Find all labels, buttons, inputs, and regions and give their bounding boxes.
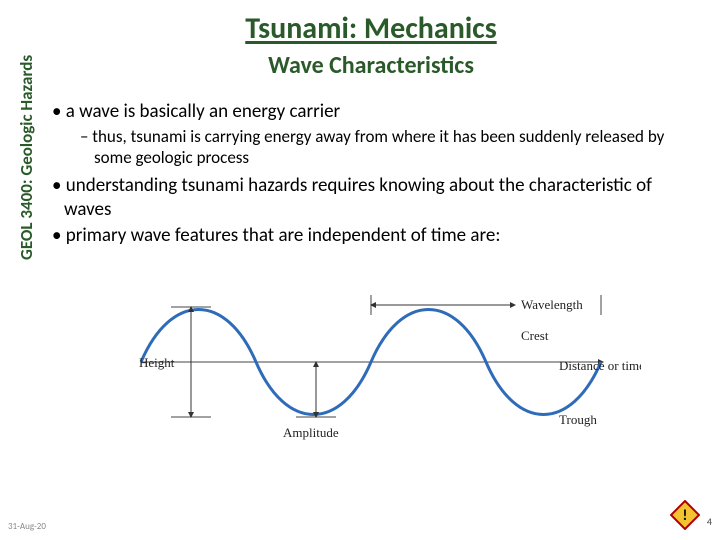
wave-diagram: Wavelength Crest Height Amplitude Distan…	[101, 262, 641, 462]
bullet-1: • a wave is basically an energy carrier	[52, 100, 700, 124]
hazard-badge-glyph: !	[683, 507, 688, 525]
distance-label-1: Distance or time	[559, 358, 641, 373]
footer-page-number: 4	[707, 515, 712, 528]
crest-label: Crest	[521, 328, 549, 343]
bullet-2: • understanding tsunami hazards requires…	[52, 174, 700, 222]
course-sidebar-label: GEOL 3400: Geologic Hazards	[16, 55, 37, 260]
bullet-1-sub: – thus, tsunami is carrying energy away …	[80, 126, 700, 169]
wavelength-label: Wavelength	[521, 297, 583, 312]
hazard-badge-icon: !	[670, 500, 700, 530]
content-body: • a wave is basically an energy carrier …	[42, 100, 700, 462]
slide: Tsunami: Mechanics Wave Characteristics …	[0, 0, 720, 540]
bullet-3: • primary wave features that are indepen…	[52, 224, 700, 248]
slide-title: Tsunami: Mechanics	[42, 10, 700, 47]
footer-date: 31-Aug-20	[8, 521, 46, 532]
slide-subtitle: Wave Characteristics	[42, 51, 700, 80]
height-label: Height	[139, 355, 175, 370]
amplitude-label: Amplitude	[283, 425, 339, 440]
trough-label: Trough	[559, 412, 597, 427]
